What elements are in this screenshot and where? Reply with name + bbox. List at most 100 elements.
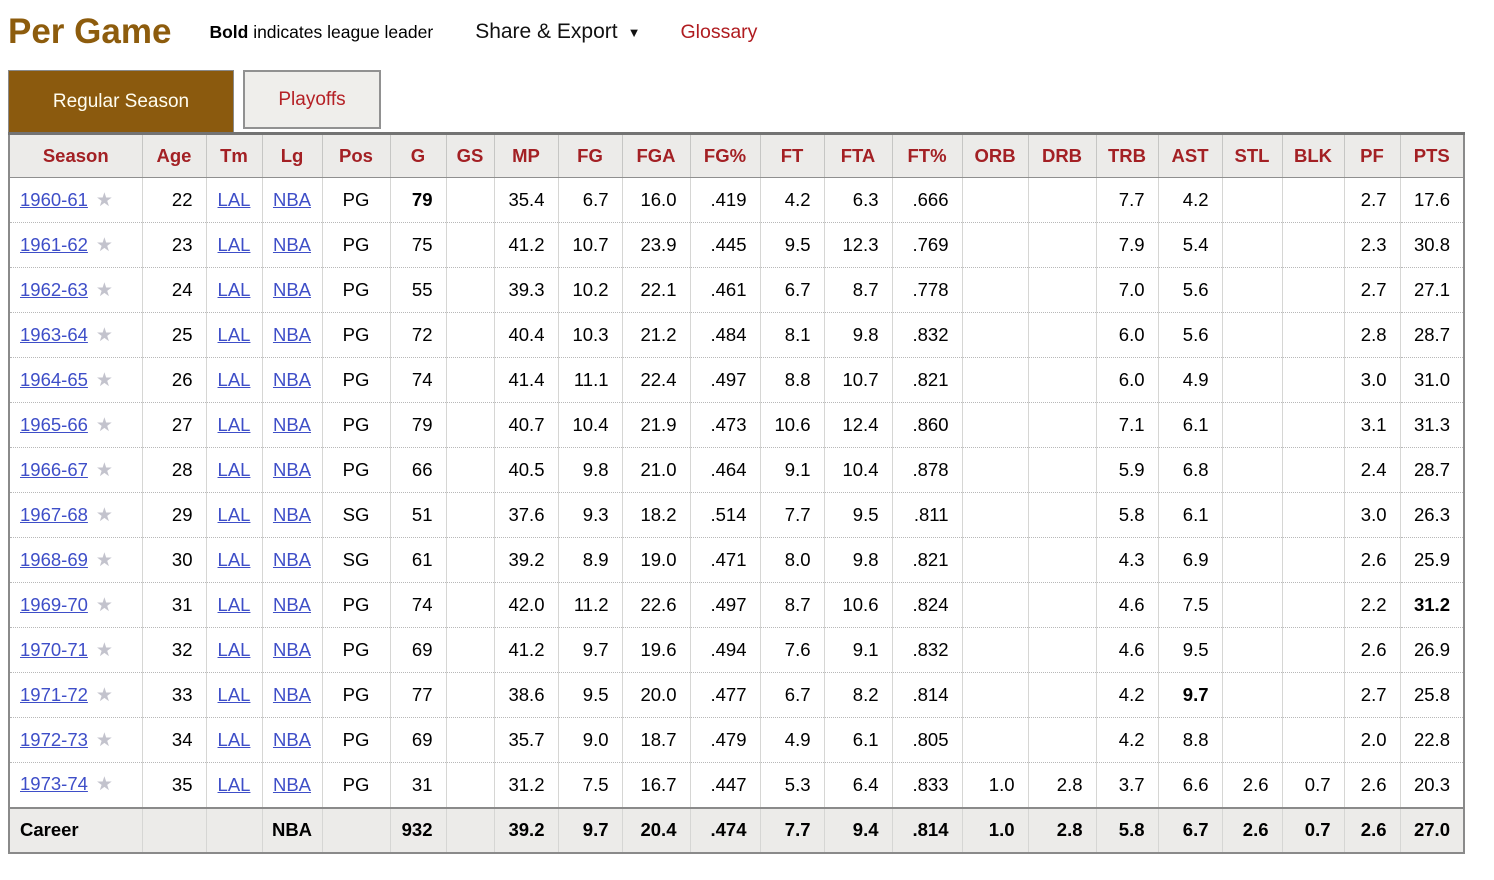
league-link[interactable]: NBA [272, 504, 312, 525]
season-link[interactable]: 1963-64 [20, 323, 88, 345]
league-link[interactable]: NBA [272, 189, 312, 210]
column-header-season[interactable]: Season [9, 133, 143, 178]
stat-cell-trb: 7.7 [1096, 177, 1159, 223]
team-link[interactable]: LAL [217, 594, 251, 615]
season-link[interactable]: 1972-73 [20, 728, 88, 750]
league-link[interactable]: NBA [272, 594, 312, 615]
column-header-blk[interactable]: BLK [1282, 133, 1345, 178]
stat-cell-age: 25 [142, 312, 207, 358]
team-link[interactable]: LAL [217, 459, 251, 480]
stat-cell-season: 1970-71 ★ [9, 627, 143, 673]
column-header-orb[interactable]: ORB [962, 133, 1029, 178]
column-header-pts[interactable]: PTS [1400, 133, 1465, 178]
stat-cell-fta: 12.3 [824, 222, 893, 268]
stat-cell-drb [1028, 267, 1097, 313]
column-header-ftpct[interactable]: FT% [892, 133, 963, 178]
stat-cell-trb: 6.0 [1096, 357, 1159, 403]
league-link[interactable]: NBA [272, 234, 312, 255]
caret-down-icon: ▼ [627, 24, 641, 40]
league-link[interactable]: NBA [272, 549, 312, 570]
league-link[interactable]: NBA [272, 684, 312, 705]
column-header-tm[interactable]: Tm [206, 133, 263, 178]
stat-cell-blk [1282, 627, 1345, 673]
stat-cell-g: 61 [390, 537, 447, 583]
column-header-fta[interactable]: FTA [824, 133, 893, 178]
column-header-pf[interactable]: PF [1344, 133, 1401, 178]
stat-cell-fta: 9.8 [824, 537, 893, 583]
stat-cell-pos: PG [322, 447, 391, 493]
column-header-stl[interactable]: STL [1222, 133, 1283, 178]
season-link[interactable]: 1966-67 [20, 458, 88, 480]
season-link[interactable]: 1969-70 [20, 593, 88, 615]
league-link[interactable]: NBA [272, 773, 312, 795]
season-link[interactable]: 1973-74 [20, 773, 88, 795]
stat-cell-mp: 38.6 [494, 672, 559, 718]
team-link[interactable]: LAL [217, 684, 251, 705]
career-cell-stl: 2.6 [1222, 806, 1283, 853]
team-link[interactable]: LAL [217, 369, 251, 390]
stat-cell-g: 51 [390, 492, 447, 538]
column-header-age[interactable]: Age [142, 133, 207, 178]
stat-cell-age: 34 [142, 717, 207, 763]
glossary-link[interactable]: Glossary [680, 20, 758, 43]
stat-cell-pos: SG [322, 537, 391, 583]
column-header-trb[interactable]: TRB [1096, 133, 1159, 178]
stat-cell-ftpct: .860 [892, 402, 963, 448]
column-header-drb[interactable]: DRB [1028, 133, 1097, 178]
column-header-mp[interactable]: MP [494, 133, 559, 178]
career-cell-gs [446, 806, 495, 853]
team-link[interactable]: LAL [217, 279, 251, 300]
team-link[interactable]: LAL [217, 639, 251, 660]
career-cell-g: 932 [390, 806, 447, 853]
league-link[interactable]: NBA [272, 639, 312, 660]
season-link[interactable]: 1961-62 [20, 233, 88, 255]
column-header-pos[interactable]: Pos [322, 133, 391, 178]
stat-cell-mp: 31.2 [494, 762, 559, 808]
column-header-fga[interactable]: FGA [622, 133, 691, 178]
league-link[interactable]: NBA [272, 279, 312, 300]
stat-cell-tm: LAL [206, 672, 263, 718]
team-link[interactable]: LAL [217, 504, 251, 525]
column-header-g[interactable]: G [390, 133, 447, 178]
stat-cell-blk [1282, 177, 1345, 223]
column-header-lg[interactable]: Lg [262, 133, 323, 178]
bold-legend-text: indicates league leader [248, 21, 434, 42]
season-link[interactable]: 1962-63 [20, 278, 88, 300]
team-link[interactable]: LAL [217, 189, 251, 210]
league-link[interactable]: NBA [272, 414, 312, 435]
share-export-menu[interactable]: Share & Export ▼ [475, 20, 640, 44]
season-link[interactable]: 1968-69 [20, 548, 88, 570]
league-link[interactable]: NBA [272, 459, 312, 480]
league-link[interactable]: NBA [272, 369, 312, 390]
team-link[interactable]: LAL [217, 729, 251, 750]
season-link[interactable]: 1970-71 [20, 638, 88, 660]
season-link[interactable]: 1967-68 [20, 503, 88, 525]
column-header-fgpct[interactable]: FG% [690, 133, 761, 178]
column-header-ast[interactable]: AST [1158, 133, 1223, 178]
season-link[interactable]: 1964-65 [20, 368, 88, 390]
team-link[interactable]: LAL [217, 549, 251, 570]
team-link[interactable]: LAL [217, 234, 251, 255]
stat-cell-pf: 3.0 [1344, 357, 1401, 403]
stat-cell-stl [1222, 357, 1283, 403]
tab-playoffs[interactable]: Playoffs [243, 70, 381, 129]
column-header-fg[interactable]: FG [558, 133, 623, 178]
stat-cell-stl [1222, 402, 1283, 448]
league-link[interactable]: NBA [272, 729, 312, 750]
team-link[interactable]: LAL [217, 324, 251, 345]
stat-cell-ft: 4.9 [760, 717, 825, 763]
stat-cell-fgpct: .494 [690, 627, 761, 673]
tab-regular-season[interactable]: Regular Season [8, 70, 234, 132]
stat-cell-orb [962, 357, 1029, 403]
season-link[interactable]: 1965-66 [20, 413, 88, 435]
season-link[interactable]: 1960-61 [20, 188, 88, 210]
column-header-gs[interactable]: GS [446, 133, 495, 178]
stat-cell-gs [446, 582, 495, 628]
season-link[interactable]: 1971-72 [20, 683, 88, 705]
stat-cell-ftpct: .666 [892, 177, 963, 223]
team-link[interactable]: LAL [217, 414, 251, 435]
team-link[interactable]: LAL [217, 773, 251, 795]
league-link[interactable]: NBA [272, 324, 312, 345]
column-header-ft[interactable]: FT [760, 133, 825, 178]
table-row-1961-62: 1961-62 ★ 23 LAL NBA PG 75 41.2 10.7 23.9.445 9.5 1… [9, 222, 1465, 268]
